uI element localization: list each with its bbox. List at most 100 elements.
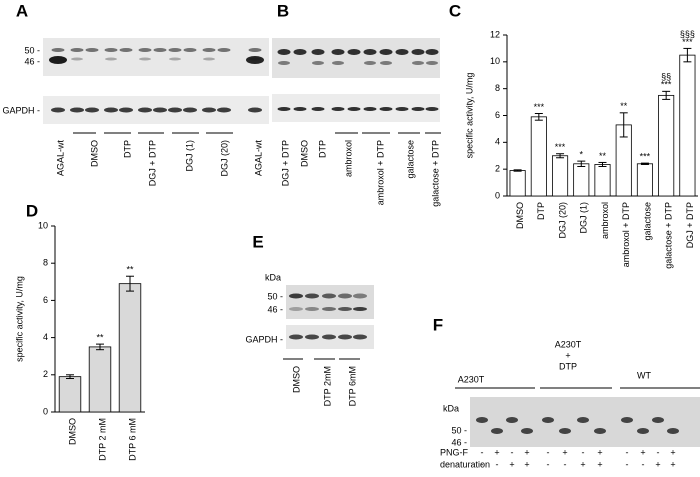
group-label: DTP: [559, 361, 577, 371]
blot-band: [202, 48, 216, 52]
row-sign: +: [655, 459, 660, 469]
y-tick-label: 6: [43, 295, 48, 305]
blot-band: [138, 48, 152, 52]
panel-label: E: [252, 232, 263, 251]
row-sign: -: [657, 447, 660, 457]
blot-band: [331, 49, 345, 55]
y-tick-label: 2: [43, 369, 48, 379]
blot-band: [248, 107, 262, 113]
blot-band: [305, 334, 319, 340]
blot-band: [347, 49, 361, 55]
loading-label: GAPDH -: [2, 105, 40, 115]
blot-band: [395, 107, 409, 111]
significance-label: §§§: [680, 29, 695, 39]
row-sign: -: [626, 447, 629, 457]
bar: [118, 283, 142, 413]
blot-band: [49, 56, 67, 64]
blot-band: [425, 49, 439, 55]
significance-label: ***: [555, 142, 566, 152]
blot-band: [289, 293, 303, 299]
blot-band: [203, 57, 215, 61]
blot-band: [293, 107, 307, 111]
row-sign: -: [481, 459, 484, 469]
blot-band: [425, 107, 439, 111]
loading-label: GAPDH -: [245, 334, 283, 344]
group-label: WT: [637, 370, 651, 380]
marker-label: 46 -: [24, 56, 40, 66]
blot-band: [379, 107, 393, 111]
x-tick-label: galactose: [642, 202, 652, 241]
blot-band: [332, 61, 344, 65]
row-sign: -: [547, 459, 550, 469]
blot-band: [395, 49, 409, 55]
bar: [658, 94, 675, 197]
blot-band: [169, 57, 181, 61]
significance-label: **: [599, 151, 607, 161]
row-sign: -: [564, 459, 567, 469]
blot-band: [183, 107, 197, 113]
row-sign: -: [642, 459, 645, 469]
blot-band: [202, 107, 216, 113]
row-sign: -: [511, 447, 514, 457]
panel-label: A: [16, 1, 28, 20]
blot-band: [331, 107, 345, 111]
y-tick-label: 10: [38, 220, 48, 230]
blot-band: [521, 428, 533, 434]
significance-label: ***: [682, 37, 693, 47]
blot-band: [311, 107, 325, 111]
bar: [530, 116, 547, 197]
blot-band: [104, 48, 118, 52]
significance-label: §§: [661, 72, 671, 82]
lane-label: DGJ + DTP: [147, 140, 157, 186]
blot-band: [51, 107, 65, 113]
bar: [594, 164, 611, 197]
x-tick-label: DTP: [536, 202, 546, 220]
blot-band: [246, 56, 264, 64]
row-sign: +: [670, 447, 675, 457]
blot-band: [506, 417, 518, 423]
blot-band: [105, 57, 117, 61]
x-tick-label: ambroxol + DTP: [621, 202, 631, 267]
y-tick-label: 6: [495, 110, 500, 120]
lane-label: DMSO: [89, 140, 99, 167]
bar: [679, 54, 696, 197]
blot-band: [426, 61, 438, 65]
blot-band: [278, 61, 290, 65]
x-tick-label: DGJ (1): [579, 202, 589, 234]
blot-band: [621, 417, 633, 423]
row-label: PNG-F: [440, 447, 469, 457]
blot-band: [85, 48, 99, 52]
blot-band: [183, 48, 197, 52]
lane-label: galactose + DTP: [430, 140, 440, 207]
blot-band: [277, 107, 291, 111]
lane-label: DTP 6mM: [347, 366, 357, 406]
blot-band: [277, 49, 291, 55]
blot-band: [289, 307, 303, 311]
bar: [636, 163, 653, 197]
blot-band: [153, 48, 167, 52]
blot-band: [353, 307, 367, 311]
lane-label: DTP: [317, 140, 327, 158]
row-sign: +: [509, 459, 514, 469]
blot-band: [412, 61, 424, 65]
blot-band: [542, 417, 554, 423]
panel-label: F: [433, 315, 443, 334]
x-tick-label: galactose + DTP: [664, 202, 674, 269]
lane-label: galactose: [405, 140, 415, 179]
bar: [88, 346, 112, 413]
blot-image: [286, 285, 374, 319]
significance-label: **: [126, 265, 134, 275]
bar: [552, 155, 569, 197]
blot-band: [411, 107, 425, 111]
marker-label: 46 -: [267, 304, 283, 314]
lane-label: DMSO: [299, 140, 309, 167]
significance-label: ***: [640, 152, 651, 162]
row-sign: -: [496, 459, 499, 469]
x-tick-label: ambroxol: [600, 202, 610, 239]
row-sign: -: [626, 459, 629, 469]
blot-band: [51, 48, 65, 52]
unit-label: kDa: [443, 403, 459, 413]
marker-label: 50 -: [24, 45, 40, 55]
blot-band: [322, 307, 336, 311]
row-sign: +: [580, 459, 585, 469]
